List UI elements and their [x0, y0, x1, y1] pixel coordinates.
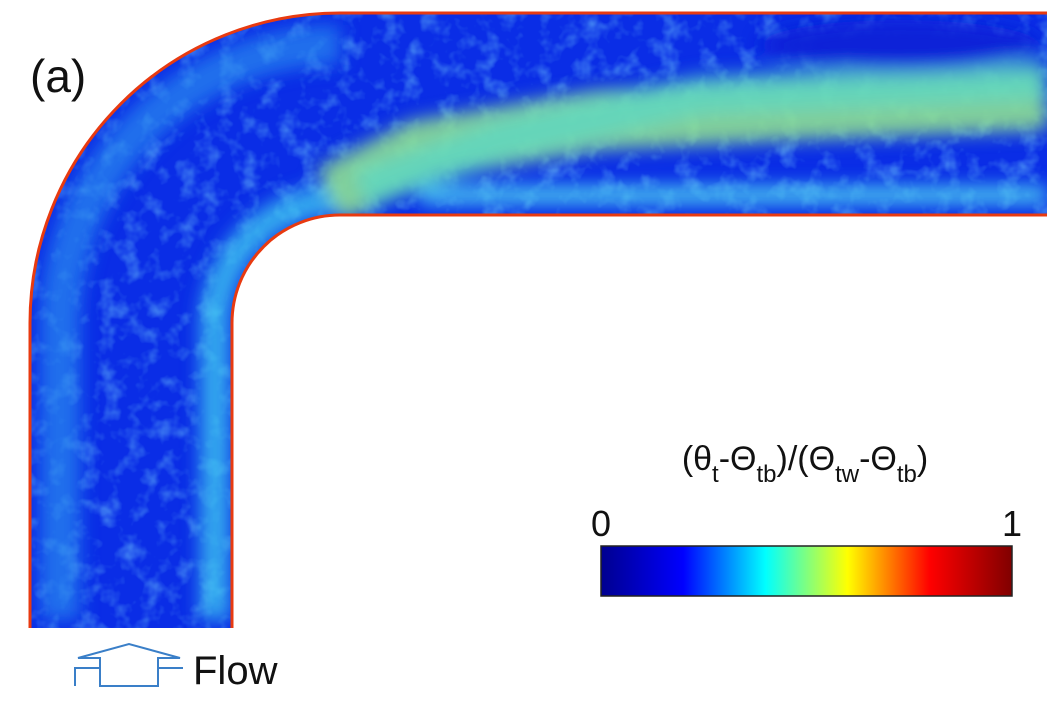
label-subscript: tb: [897, 461, 917, 488]
label-subscript: t: [712, 461, 719, 488]
colorbar-label: (θt-Θtb)/(Θtw-Θtb): [682, 440, 928, 488]
colorbar-tick-label: 1: [1002, 503, 1022, 544]
colorbar: [600, 545, 1013, 597]
temperature-field: [30, 13, 1047, 628]
pipe-wall: [28, 11, 1047, 628]
colorbar-tick-label: 0: [591, 503, 611, 544]
flow-arrow: [74, 642, 183, 686]
label-part: -Θ: [859, 440, 897, 478]
panel-label: (a): [30, 50, 86, 102]
label-part: ): [917, 440, 928, 478]
label-subscript: tb: [757, 461, 777, 488]
label-part: (θ: [682, 440, 712, 478]
label-part: )/(Θ: [777, 440, 836, 478]
label-subscript: tw: [835, 461, 860, 488]
flow-arrow-base: [99, 668, 159, 687]
label-part: -Θ: [719, 440, 757, 478]
flow-label: Flow: [193, 649, 278, 693]
